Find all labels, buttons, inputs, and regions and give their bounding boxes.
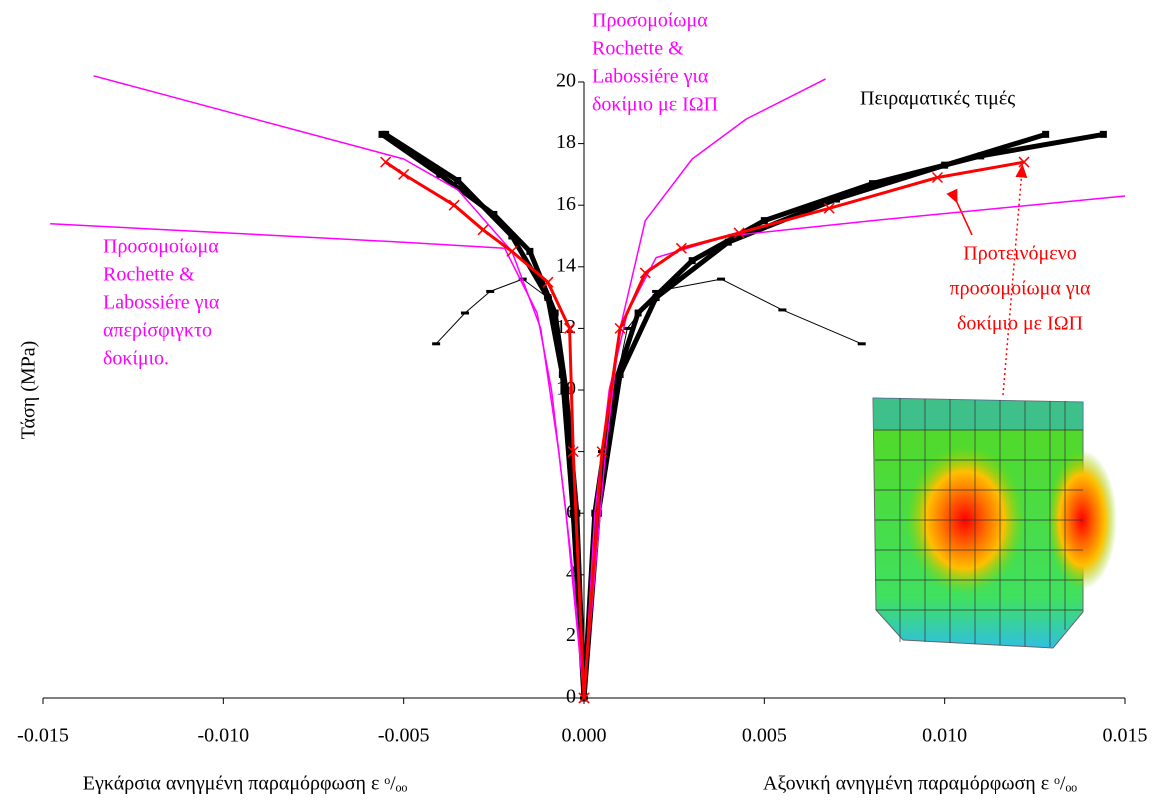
y-tick-label: 14 (556, 254, 576, 276)
annotation: προσομοίωμα για (949, 278, 1091, 300)
marker (761, 218, 767, 224)
marker (455, 178, 461, 184)
y-tick-label: 0 (566, 686, 576, 708)
y-tick-label: 16 (556, 193, 576, 215)
marker (449, 200, 459, 210)
marker (383, 131, 389, 137)
annotation: Labossiére για (592, 66, 709, 88)
marker (942, 162, 948, 168)
x-tick-label: -0.015 (17, 725, 69, 747)
marker (381, 157, 391, 167)
marker (527, 248, 533, 254)
marker (833, 196, 839, 202)
x-tick-label: 0.005 (742, 725, 787, 747)
marker (507, 246, 517, 256)
annotation: Rochette & (103, 264, 195, 286)
marker (653, 295, 659, 301)
annotation: απερίσφιγκτο (103, 320, 212, 342)
marker (559, 372, 565, 378)
annotation: δοκίμιο με ΙΩΠ (592, 94, 718, 116)
annotation: Rochette & (592, 38, 684, 60)
y-axis-label: Τάση (MPa) (18, 341, 40, 440)
x-axis-label: Εγκάρσια ανηγμένη παραμόρφωση ε ᵒ/ₒₒ (83, 773, 408, 795)
marker (689, 258, 695, 264)
marker (399, 169, 409, 179)
x-axis-label: Αξονική ανηγμένη παραμόρφωση ε ᵒ/ₒₒ (763, 773, 1077, 795)
x-tick-label: 0.015 (1103, 725, 1148, 747)
annotation: Προσομοίωμα (592, 10, 708, 32)
marker (509, 233, 515, 239)
x-tick-label: 0.000 (562, 725, 607, 747)
annotation: δοκίμιο. (103, 348, 169, 370)
annotation: Προτεινόμενο (963, 243, 1076, 265)
marker (1043, 131, 1049, 137)
marker (1100, 131, 1106, 137)
annotation: Προσομοίωμα (103, 236, 219, 258)
x-tick-label: -0.005 (378, 725, 430, 747)
x-tick-label: 0.010 (922, 725, 967, 747)
fem-inset (873, 398, 1117, 648)
x-tick-label: -0.010 (197, 725, 249, 747)
marker (725, 239, 731, 245)
series-line (584, 279, 862, 698)
chart: Τάση (MPa) Εγκάρσια ανηγμένη παραμόρφωση… (0, 0, 1160, 806)
y-tick-label: 2 (566, 624, 576, 646)
series-line (94, 76, 585, 698)
arrow (955, 198, 972, 235)
y-tick-label: 18 (556, 131, 576, 153)
annotation: δοκίμιο με ΙΩΠ (957, 313, 1083, 335)
annotation: Labossiére για (103, 292, 220, 314)
annotation: Πειραματικές τιμές (860, 88, 1015, 110)
series-line (436, 279, 584, 698)
y-tick-label: 20 (556, 70, 576, 92)
marker (478, 225, 488, 235)
